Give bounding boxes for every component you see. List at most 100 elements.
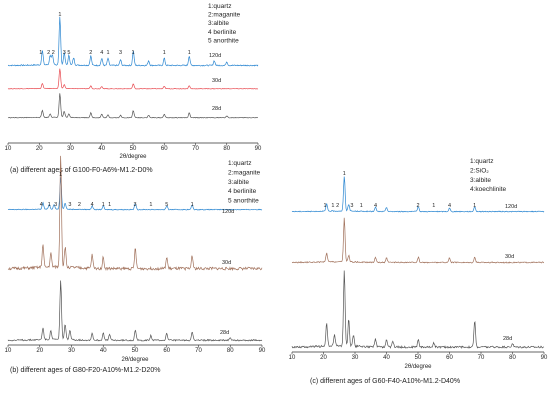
peak-label: 1 xyxy=(324,203,327,209)
series-line xyxy=(291,217,545,264)
legend-item: 2:SiO₂ xyxy=(470,167,489,174)
peak-label: 1 xyxy=(106,50,109,56)
legend-item: 3:albite xyxy=(208,20,229,27)
series-line xyxy=(7,177,263,211)
x-tick-label: 50 xyxy=(132,348,139,354)
legend-item: 3:albite xyxy=(470,177,491,184)
age-label: 120d xyxy=(222,209,234,215)
panel-b: 10 20 30 40 50 60 70 80 90 2θ/degree (b) different… xyxy=(5,155,266,374)
x-tick-label: 80 xyxy=(509,355,516,361)
peak-label: 5 xyxy=(67,50,70,56)
peak-label: 1 xyxy=(343,171,346,177)
peak-label: 2 xyxy=(336,203,339,209)
age-label: 28d xyxy=(220,330,229,336)
x-axis-title: 2θ/degree xyxy=(121,357,149,363)
x-tick-label: 60 xyxy=(161,146,168,152)
x-tick-label: 40 xyxy=(98,146,105,152)
panel-caption: (b) different ages of G80-F20-A10%-M1.2-… xyxy=(10,367,160,374)
x-tick-label: 10 xyxy=(5,146,12,152)
legend-item: 1:quartz xyxy=(470,158,494,165)
peak-label: 1 xyxy=(473,203,476,209)
panel-caption: (c) different ages of G60-F40-A10%-M1.2-… xyxy=(310,378,460,385)
peak-label: 3 xyxy=(119,50,122,56)
panel-a: 10 20 30 40 50 60 70 80 90 2θ/degree (a) different… xyxy=(5,3,262,174)
peak-label: 1 xyxy=(149,202,152,208)
legend-item: 4:koechlinite xyxy=(470,186,507,193)
peak-label: 3 xyxy=(133,202,136,208)
peak-label: 4 xyxy=(374,203,377,209)
peak-label: 1 xyxy=(102,202,105,208)
peak-label: 1 xyxy=(48,202,51,208)
age-label: 30d xyxy=(222,260,231,266)
peak-label: 1 xyxy=(108,202,111,208)
x-axis-title: 2θ/degree xyxy=(119,154,147,160)
x-tick-label: 70 xyxy=(192,146,199,152)
peak-label: 4 xyxy=(91,202,94,208)
series-line xyxy=(7,280,263,342)
peak-label: 2 xyxy=(47,50,50,56)
peak-label: 1 xyxy=(131,50,134,56)
x-axis-title: 2θ/degree xyxy=(404,364,432,370)
legend-item: 2:maganite xyxy=(208,12,241,19)
legend-item: 5 anorthite xyxy=(228,198,259,205)
peak-label: 4 xyxy=(40,202,43,208)
peak-label: 1 xyxy=(360,203,363,209)
panel-caption: (a) different ages of G100-F0-A6%-M1.2-D… xyxy=(10,167,153,174)
peak-label: 1 xyxy=(188,50,191,56)
series-line xyxy=(7,68,258,90)
peak-label: 3 xyxy=(63,50,66,56)
x-tick-label: 30 xyxy=(352,355,359,361)
x-tick-label: 60 xyxy=(446,355,453,361)
peak-label: 2 xyxy=(52,50,55,56)
x-tick-label: 30 xyxy=(68,348,75,354)
x-tick-label: 50 xyxy=(415,355,422,361)
age-label: 28d xyxy=(212,106,221,112)
age-label: 28d xyxy=(503,336,512,342)
peak-label: 3 xyxy=(68,202,71,208)
x-tick-label: 70 xyxy=(478,355,485,361)
legend-item: 5 anorthite xyxy=(208,37,239,44)
peak-label: 1 xyxy=(39,50,42,56)
x-tick-label: 50 xyxy=(130,146,137,152)
legend-item: 1:quartz xyxy=(228,160,252,167)
legend-item: 1:quartz xyxy=(208,3,232,10)
x-tick-label: 80 xyxy=(223,146,230,152)
x-tick-label: 90 xyxy=(255,146,262,152)
x-tick-label: 10 xyxy=(289,355,296,361)
x-tick-label: 90 xyxy=(541,355,548,361)
peak-label: 1 xyxy=(432,203,435,209)
legend-item: 4 berlinite xyxy=(228,188,257,195)
peak-label: 3 xyxy=(350,203,353,209)
x-tick-label: 20 xyxy=(36,146,43,152)
peak-label: 5 xyxy=(165,202,168,208)
x-tick-label: 40 xyxy=(100,348,107,354)
peak-label: 1 xyxy=(191,202,194,208)
peak-label: 2 xyxy=(78,202,81,208)
age-label: 30d xyxy=(505,254,514,260)
peak-label: 2 xyxy=(416,203,419,209)
peak-label: 4 xyxy=(100,50,103,56)
legend-item: 2:maganite xyxy=(228,169,261,176)
x-tick-label: 60 xyxy=(163,348,170,354)
peak-label: 2 xyxy=(89,50,92,56)
x-tick-label: 70 xyxy=(195,348,202,354)
x-tick-label: 40 xyxy=(383,355,390,361)
x-tick-label: 10 xyxy=(5,348,12,354)
legend-item: 3:albite xyxy=(228,179,249,186)
x-tick-label: 20 xyxy=(320,355,327,361)
age-label: 120d xyxy=(505,204,517,210)
peak-label: 3 xyxy=(54,202,57,208)
age-label: 30d xyxy=(212,78,221,84)
x-tick-label: 30 xyxy=(67,146,74,152)
peak-label: 4 xyxy=(448,203,451,209)
series-line xyxy=(291,176,545,213)
series-line xyxy=(7,93,259,119)
peak-label: 1 xyxy=(163,50,166,56)
x-tick-label: 20 xyxy=(36,348,43,354)
series-line xyxy=(291,270,545,350)
peak-label: 1 xyxy=(331,203,334,209)
peak-label: 1 xyxy=(59,172,62,178)
legend-item: 4 berlinite xyxy=(208,29,237,36)
series-line xyxy=(7,16,259,67)
